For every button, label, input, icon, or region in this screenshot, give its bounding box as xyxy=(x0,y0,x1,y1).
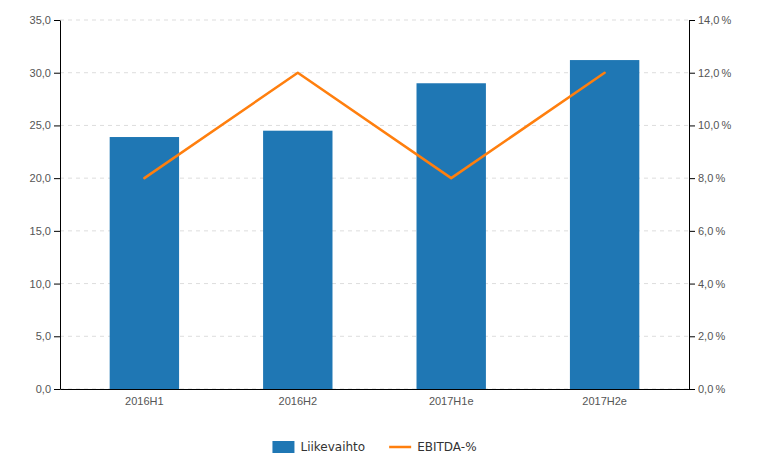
y-tick-label: 15,0 xyxy=(30,225,51,237)
y2-tick-mark xyxy=(689,231,695,232)
y-tick: 10,0 xyxy=(30,278,60,290)
bar xyxy=(110,137,179,389)
legend-swatch xyxy=(272,441,294,453)
axis-line xyxy=(689,21,690,390)
y2-tick-label: 0,0 % xyxy=(698,383,725,395)
axis-line xyxy=(61,389,690,390)
legend: Liikevaihto EBITDA-% xyxy=(272,440,476,454)
y2-tick-mark xyxy=(689,20,695,21)
x-tick-label: 2016H1 xyxy=(125,395,164,407)
chart: 2016H1 2016H2 2017H1e 2017H2e 0,0 5,0 10,0 15,0… xyxy=(0,0,759,469)
y2-tick-label: 6,0 % xyxy=(698,225,725,237)
y2-tick-label: 14,0 % xyxy=(698,14,732,26)
legend-item: Liikevaihto xyxy=(272,440,365,454)
y2-tick-mark xyxy=(689,284,695,285)
y-tick-label: 10,0 xyxy=(30,278,51,290)
y-tick-mark xyxy=(54,20,60,21)
x-tick-label: 2017H2e xyxy=(582,395,627,407)
y-tick-mark xyxy=(54,389,60,390)
y-tick-mark xyxy=(54,178,60,179)
y-tick-mark xyxy=(54,284,60,285)
y2-tick-label: 2,0 % xyxy=(698,330,725,342)
bar xyxy=(263,131,332,389)
y-tick: 0,0 xyxy=(36,383,60,395)
y-tick: 30,0 xyxy=(30,67,60,79)
y2-tick-label: 8,0 % xyxy=(698,172,725,184)
y-tick-label: 35,0 xyxy=(30,14,51,26)
y2-tick-mark xyxy=(689,389,695,390)
x-tick: 2016H2 xyxy=(279,395,318,407)
y2-tick-mark xyxy=(689,336,695,337)
y2-tick: 10,0 % xyxy=(689,119,732,131)
y-tick-mark xyxy=(54,125,60,126)
y-tick: 35,0 xyxy=(30,14,60,26)
plot: 2016H1 2016H2 2017H1e 2017H2e 0,0 5,0 10,0 15,0… xyxy=(30,14,732,407)
y2-tick: 2,0 % xyxy=(689,330,725,342)
line xyxy=(144,73,604,178)
y-tick-label: 25,0 xyxy=(30,119,51,131)
legend-label: EBITDA-% xyxy=(417,440,476,454)
y-tick: 5,0 xyxy=(36,330,60,342)
y2-axis: 0,0 % 2,0 % 4,0 % 6,0 % 8,0 % 10,0 % 12,0 % 14,… xyxy=(689,14,732,395)
x-tick: 2016H1 xyxy=(125,395,164,407)
legend-item: EBITDA-% xyxy=(389,440,476,454)
y2-tick-mark xyxy=(689,178,695,179)
bar xyxy=(417,83,486,389)
y2-tick: 14,0 % xyxy=(689,14,732,26)
y-tick: 25,0 xyxy=(30,119,60,131)
y2-tick-label: 10,0 % xyxy=(698,119,732,131)
y-tick: 20,0 xyxy=(30,172,60,184)
y2-tick: 4,0 % xyxy=(689,278,725,290)
y-tick-mark xyxy=(54,336,60,337)
y-tick-label: 30,0 xyxy=(30,67,51,79)
legend-swatch xyxy=(389,446,411,449)
y-tick-label: 20,0 xyxy=(30,172,51,184)
x-tick: 2017H1e xyxy=(429,395,474,407)
y2-tick: 6,0 % xyxy=(689,225,725,237)
marks xyxy=(110,60,640,389)
x-tick-label: 2017H1e xyxy=(429,395,474,407)
y-tick-mark xyxy=(54,73,60,74)
axis-line xyxy=(60,21,61,390)
y-tick: 15,0 xyxy=(30,225,60,237)
grid xyxy=(60,20,689,389)
grid-line xyxy=(60,20,689,21)
y-tick-mark xyxy=(54,231,60,232)
legend-label: Liikevaihto xyxy=(300,440,365,454)
bar-series xyxy=(110,60,640,389)
x-axis: 2016H1 2016H2 2017H1e 2017H2e xyxy=(61,390,690,407)
y2-tick-label: 12,0 % xyxy=(698,67,732,79)
y2-tick-label: 4,0 % xyxy=(698,278,725,290)
y2-tick-mark xyxy=(689,125,695,126)
y2-tick-mark xyxy=(689,73,695,74)
y-tick-label: 0,0 xyxy=(36,383,51,395)
x-tick: 2017H2e xyxy=(582,395,627,407)
bar xyxy=(570,60,639,389)
y2-tick: 8,0 % xyxy=(689,172,725,184)
x-tick-label: 2016H2 xyxy=(279,395,318,407)
y-tick-label: 5,0 xyxy=(36,330,51,342)
y-axis: 0,0 5,0 10,0 15,0 20,0 25,0 30,0 35,0 xyxy=(30,14,61,395)
y2-tick: 0,0 % xyxy=(689,383,725,395)
y2-tick: 12,0 % xyxy=(689,67,732,79)
